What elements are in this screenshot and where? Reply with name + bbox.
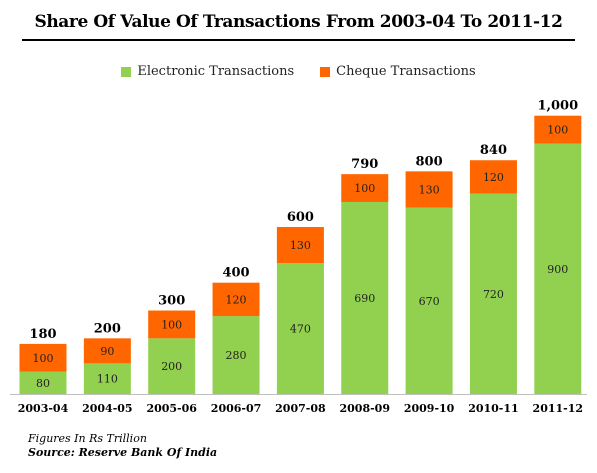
bar-cheque (83, 338, 131, 364)
data-label-cheque: 130 (419, 183, 440, 196)
bar-electronic (405, 207, 453, 394)
bar-cheque (341, 174, 389, 202)
data-label-total: 600 (287, 210, 314, 225)
x-tick-label: 2008-09 (340, 402, 391, 415)
data-label-electronic: 200 (161, 360, 182, 373)
data-label-cheque: 90 (100, 345, 114, 358)
x-tick-label: 2009-10 (404, 402, 455, 415)
bar-electronic (341, 201, 389, 394)
data-label-total: 180 (29, 327, 56, 342)
footnote: Figures In Rs Trillion Source: Reserve B… (28, 432, 217, 460)
data-label-total: 400 (222, 266, 249, 281)
x-tick-label: 2007-08 (275, 402, 326, 415)
bar-electronic (276, 263, 324, 394)
bar-electronic (534, 143, 582, 394)
bar-cheque (469, 160, 517, 194)
bar-cheque (534, 115, 582, 144)
bar-cheque (148, 310, 196, 339)
data-label-total: 200 (94, 321, 121, 336)
bar-electronic (148, 338, 196, 394)
title-underline (22, 39, 575, 41)
bar-cheque (276, 227, 324, 264)
bar-electronic (469, 193, 517, 394)
data-label-cheque: 120 (226, 293, 247, 306)
data-label-cheque: 100 (354, 182, 375, 195)
x-tick-label: 2005-06 (146, 402, 197, 415)
data-label-total: 790 (351, 157, 378, 172)
data-label-electronic: 670 (419, 295, 440, 308)
x-tick-label: 2004-05 (82, 402, 133, 415)
data-label-total: 800 (416, 154, 443, 169)
data-label-electronic: 110 (97, 373, 118, 386)
bar-electronic (83, 363, 131, 394)
legend-swatch-cheque (320, 66, 331, 77)
data-label-cheque: 100 (161, 318, 182, 331)
x-tick-label: 2011-12 (533, 402, 584, 415)
bar-cheque (19, 343, 67, 372)
data-label-electronic: 690 (354, 292, 375, 305)
chart-title: Share Of Value Of Transactions From 2003… (34, 12, 563, 32)
legend: Electronic Transactions Cheque Transacti… (0, 64, 597, 79)
data-label-cheque: 100 (547, 124, 568, 137)
data-label-electronic: 470 (290, 323, 311, 336)
data-label-total: 1,000 (537, 99, 578, 114)
data-label-electronic: 720 (483, 288, 504, 301)
legend-item-electronic: Electronic Transactions (121, 64, 294, 79)
bar-cheque (212, 282, 260, 317)
data-label-electronic: 280 (226, 349, 247, 362)
legend-label-electronic: Electronic Transactions (137, 64, 295, 79)
data-label-electronic: 80 (36, 377, 50, 390)
data-label-total: 840 (480, 143, 507, 158)
data-label-electronic: 900 (547, 263, 568, 276)
legend-label-cheque: Cheque Transactions (336, 64, 476, 79)
legend-item-cheque: Cheque Transactions (320, 64, 476, 79)
data-label-total: 300 (158, 294, 185, 309)
x-tick-label: 2003-04 (18, 402, 69, 415)
legend-swatch-electronic (121, 66, 132, 77)
data-label-cheque: 120 (483, 171, 504, 184)
units-note: Figures In Rs Trillion (28, 432, 147, 445)
x-tick-label: 2010-11 (468, 402, 519, 415)
source-note: Source: Reserve Bank Of India (28, 446, 218, 459)
bar-electronic (212, 316, 260, 394)
bar-cheque (405, 171, 453, 208)
bar-electronic (19, 371, 67, 394)
data-label-cheque: 130 (290, 239, 311, 252)
x-tick-label: 2006-07 (211, 402, 262, 415)
data-label-cheque: 100 (33, 352, 54, 365)
